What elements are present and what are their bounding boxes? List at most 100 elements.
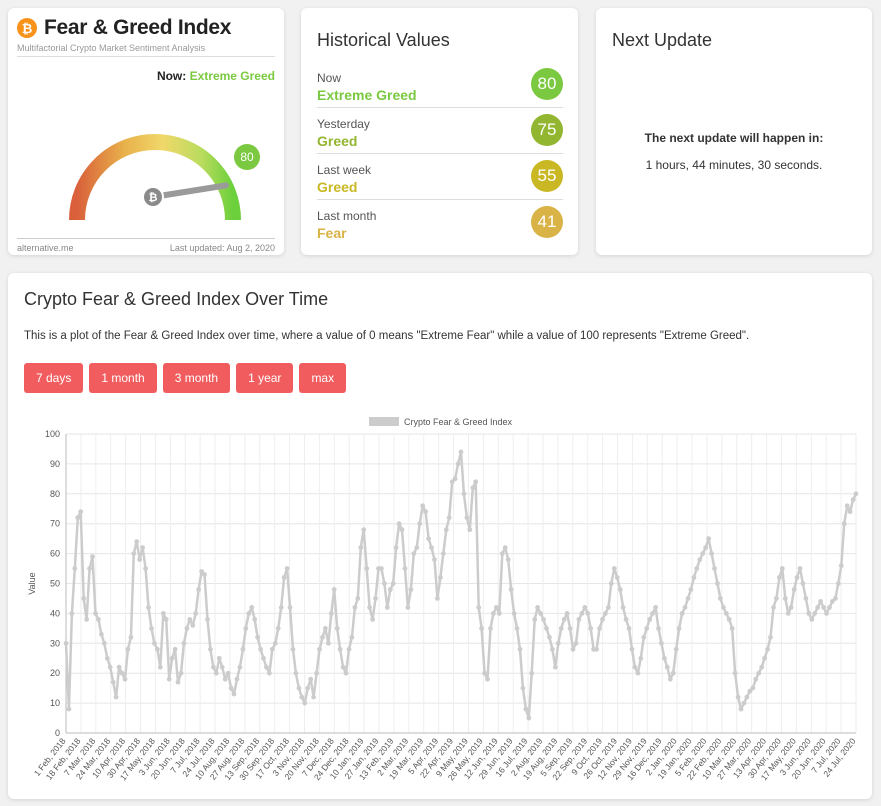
data-point: [163, 617, 169, 622]
data-point: [777, 575, 782, 580]
next-update-card: Next Update The next update will happen …: [596, 8, 872, 255]
gauge-value-badge: [234, 144, 260, 170]
data-point: [547, 634, 552, 640]
data-point: [78, 509, 84, 515]
next-update-title: Next Update: [612, 30, 713, 50]
data-point: [361, 527, 367, 533]
data-point: [175, 679, 181, 685]
data-point: [258, 646, 263, 652]
data-point: [785, 611, 791, 616]
data-point: [160, 611, 166, 616]
y-tick-label: 50: [50, 579, 60, 589]
data-point: [337, 646, 343, 652]
data-point: [305, 685, 311, 691]
data-point: [299, 694, 305, 700]
data-point: [647, 617, 653, 622]
data-point: [476, 605, 482, 610]
data-point: [128, 634, 134, 640]
data-point: [611, 566, 617, 571]
data-point: [143, 566, 149, 571]
widget-header: ₿ Fear & Greed Index: [17, 14, 275, 42]
data-point: [723, 611, 729, 616]
data-point: [833, 596, 838, 601]
data-point: [715, 581, 720, 586]
data-point: [629, 646, 635, 652]
last-updated-text: Last updated: Aug 2, 2020: [169, 243, 275, 253]
data-point: [213, 670, 219, 676]
y-tick-label: 20: [50, 668, 60, 678]
range-3-month-button[interactable]: 3 month: [162, 363, 231, 393]
data-point: [800, 581, 806, 586]
data-point: [340, 664, 346, 670]
y-axis-label: Value: [27, 572, 37, 594]
data-point: [579, 611, 585, 616]
data-point: [614, 575, 620, 580]
range-1-year-button[interactable]: 1 year: [236, 363, 294, 393]
data-point: [809, 617, 815, 622]
data-point: [821, 605, 826, 610]
data-point: [576, 617, 582, 622]
data-point: [479, 626, 484, 631]
data-point: [718, 596, 723, 601]
data-point: [552, 664, 558, 670]
data-point: [458, 449, 464, 455]
data-point: [420, 503, 426, 509]
data-point: [104, 655, 110, 661]
data-point: [240, 646, 246, 652]
data-point: [166, 676, 172, 682]
fear-greed-line-chart: Crypto Fear & Greed Index 0 10 20 30 40 50 60 70…: [27, 417, 859, 782]
data-point: [349, 634, 355, 640]
data-point: [747, 688, 753, 694]
data-point: [573, 640, 579, 646]
data-point: [505, 557, 511, 562]
range-max-button[interactable]: max: [299, 363, 347, 393]
data-point: [700, 551, 706, 556]
data-point: [122, 676, 128, 682]
data-point: [564, 611, 570, 616]
data-point: [370, 617, 375, 622]
data-point: [703, 545, 709, 550]
data-point: [491, 611, 496, 616]
data-point: [850, 497, 856, 503]
row-classification: Extreme Greed: [317, 87, 417, 103]
data-point: [228, 685, 234, 691]
range-7-days-button[interactable]: 7 days: [24, 363, 84, 393]
data-point: [650, 611, 655, 616]
data-point: [411, 551, 417, 556]
data-point: [178, 670, 184, 676]
data-point: [488, 626, 493, 631]
data-point: [190, 623, 196, 628]
y-tick-label: 10: [50, 698, 60, 708]
bitcoin-icon: ₿: [17, 18, 37, 38]
data-point: [473, 479, 479, 485]
data-point: [641, 634, 647, 640]
data-point: [199, 569, 205, 574]
data-point: [323, 626, 328, 631]
data-point: [712, 566, 717, 571]
range-1-month-button[interactable]: 1 month: [89, 363, 157, 393]
data-point: [768, 634, 773, 640]
data-point: [131, 551, 137, 556]
data-point: [664, 664, 670, 670]
data-point: [635, 670, 641, 676]
data-point: [432, 557, 437, 562]
data-point: [113, 694, 119, 700]
data-point: [264, 664, 269, 670]
row-value-badge: 41: [531, 206, 563, 238]
data-point: [659, 640, 664, 646]
row-label: Yesterday: [317, 117, 370, 131]
data-point: [311, 694, 316, 700]
data-point: [443, 527, 449, 533]
fear-greed-widget: ₿ Fear & Greed Index Multifactorial Cryp…: [8, 8, 284, 255]
data-point: [334, 626, 340, 631]
data-point: [709, 551, 714, 556]
next-update-question: The next update will happen in:: [644, 131, 824, 145]
data-point: [449, 479, 455, 485]
data-point: [302, 700, 308, 706]
chart-section-title: Crypto Fear & Greed Index Over Time: [24, 289, 329, 309]
data-point: [63, 640, 69, 646]
data-point: [402, 566, 408, 571]
data-point: [759, 664, 765, 670]
y-tick-label: 30: [50, 638, 60, 648]
row-classification: Greed: [317, 179, 358, 195]
